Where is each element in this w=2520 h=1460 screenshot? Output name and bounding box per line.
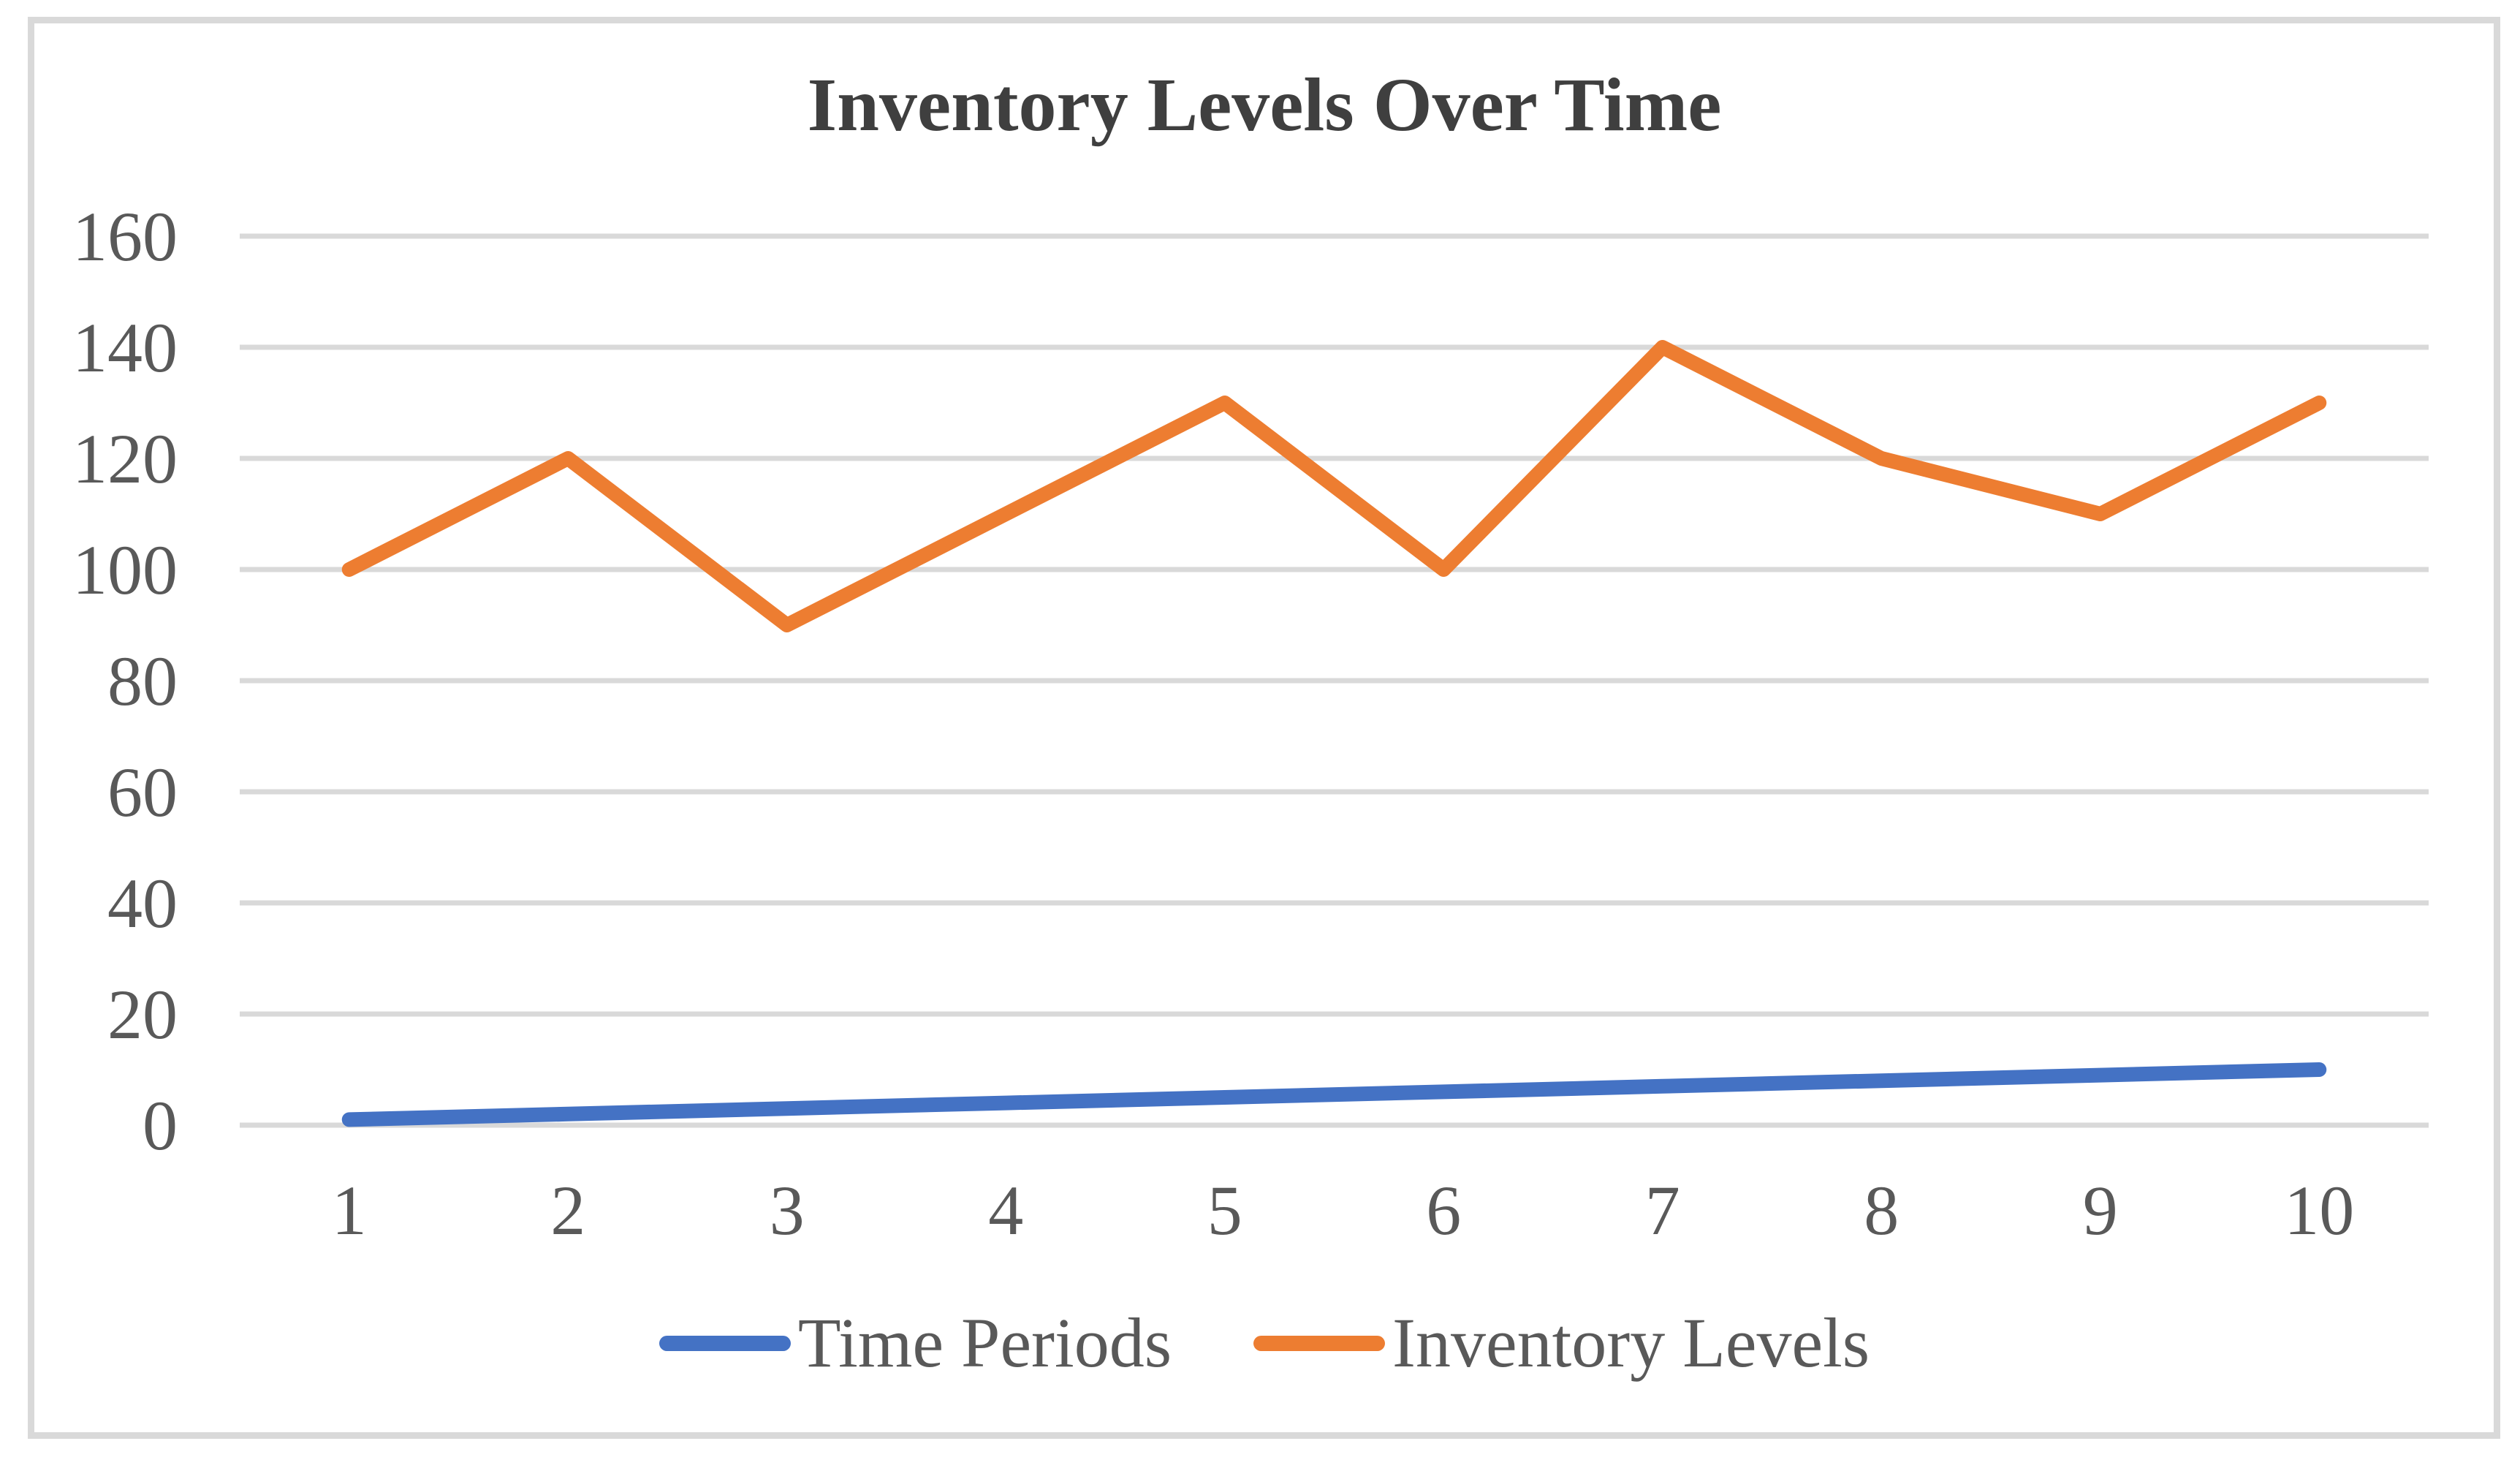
series-line-inventory-levels bbox=[341, 340, 2327, 632]
legend-swatch-inventory-levels bbox=[1253, 1335, 1386, 1351]
y-axis-tick-label-100: 100 bbox=[72, 531, 178, 609]
y-axis-tick-label-120: 120 bbox=[72, 420, 178, 498]
legend-item-inventory-levels: Inventory Levels bbox=[1253, 1308, 1870, 1378]
y-axis-tick-label-0: 0 bbox=[143, 1086, 178, 1165]
x-axis-tick-label-7: 7 bbox=[1645, 1171, 1680, 1249]
y-axis-tick-label-160: 160 bbox=[72, 197, 178, 276]
x-axis-tick-label-5: 5 bbox=[1207, 1171, 1242, 1249]
x-axis-tick-label-6: 6 bbox=[1426, 1171, 1461, 1249]
y-axis-tick-label-80: 80 bbox=[107, 642, 178, 720]
x-axis-tick-label-10: 10 bbox=[2284, 1171, 2354, 1249]
y-axis-tick-label-20: 20 bbox=[107, 975, 178, 1054]
series-line-time-periods bbox=[341, 1062, 2327, 1127]
y-axis-tick-label-140: 140 bbox=[72, 309, 178, 387]
legend: Time Periods Inventory Levels bbox=[29, 1296, 2500, 1391]
y-axis-tick-label-60: 60 bbox=[107, 753, 178, 831]
legend-label-inventory-levels: Inventory Levels bbox=[1392, 1304, 1870, 1382]
x-axis-tick-label-3: 3 bbox=[770, 1171, 805, 1249]
legend-swatch-time-periods bbox=[659, 1335, 791, 1351]
x-axis-tick-label-4: 4 bbox=[988, 1171, 1023, 1249]
x-axis-tick-label-2: 2 bbox=[550, 1171, 585, 1249]
x-axis-tick-label-1: 1 bbox=[332, 1171, 367, 1249]
x-axis-tick-label-8: 8 bbox=[1864, 1171, 1899, 1249]
x-axis-tick-label-9: 9 bbox=[2083, 1171, 2118, 1249]
legend-item-time-periods: Time Periods bbox=[659, 1308, 1172, 1378]
chart-title: Inventory Levels Over Time bbox=[807, 63, 1722, 147]
y-axis-tick-label-40: 40 bbox=[107, 864, 178, 942]
chart-frame bbox=[28, 17, 2500, 1439]
legend-label-time-periods: Time Periods bbox=[797, 1304, 1172, 1382]
